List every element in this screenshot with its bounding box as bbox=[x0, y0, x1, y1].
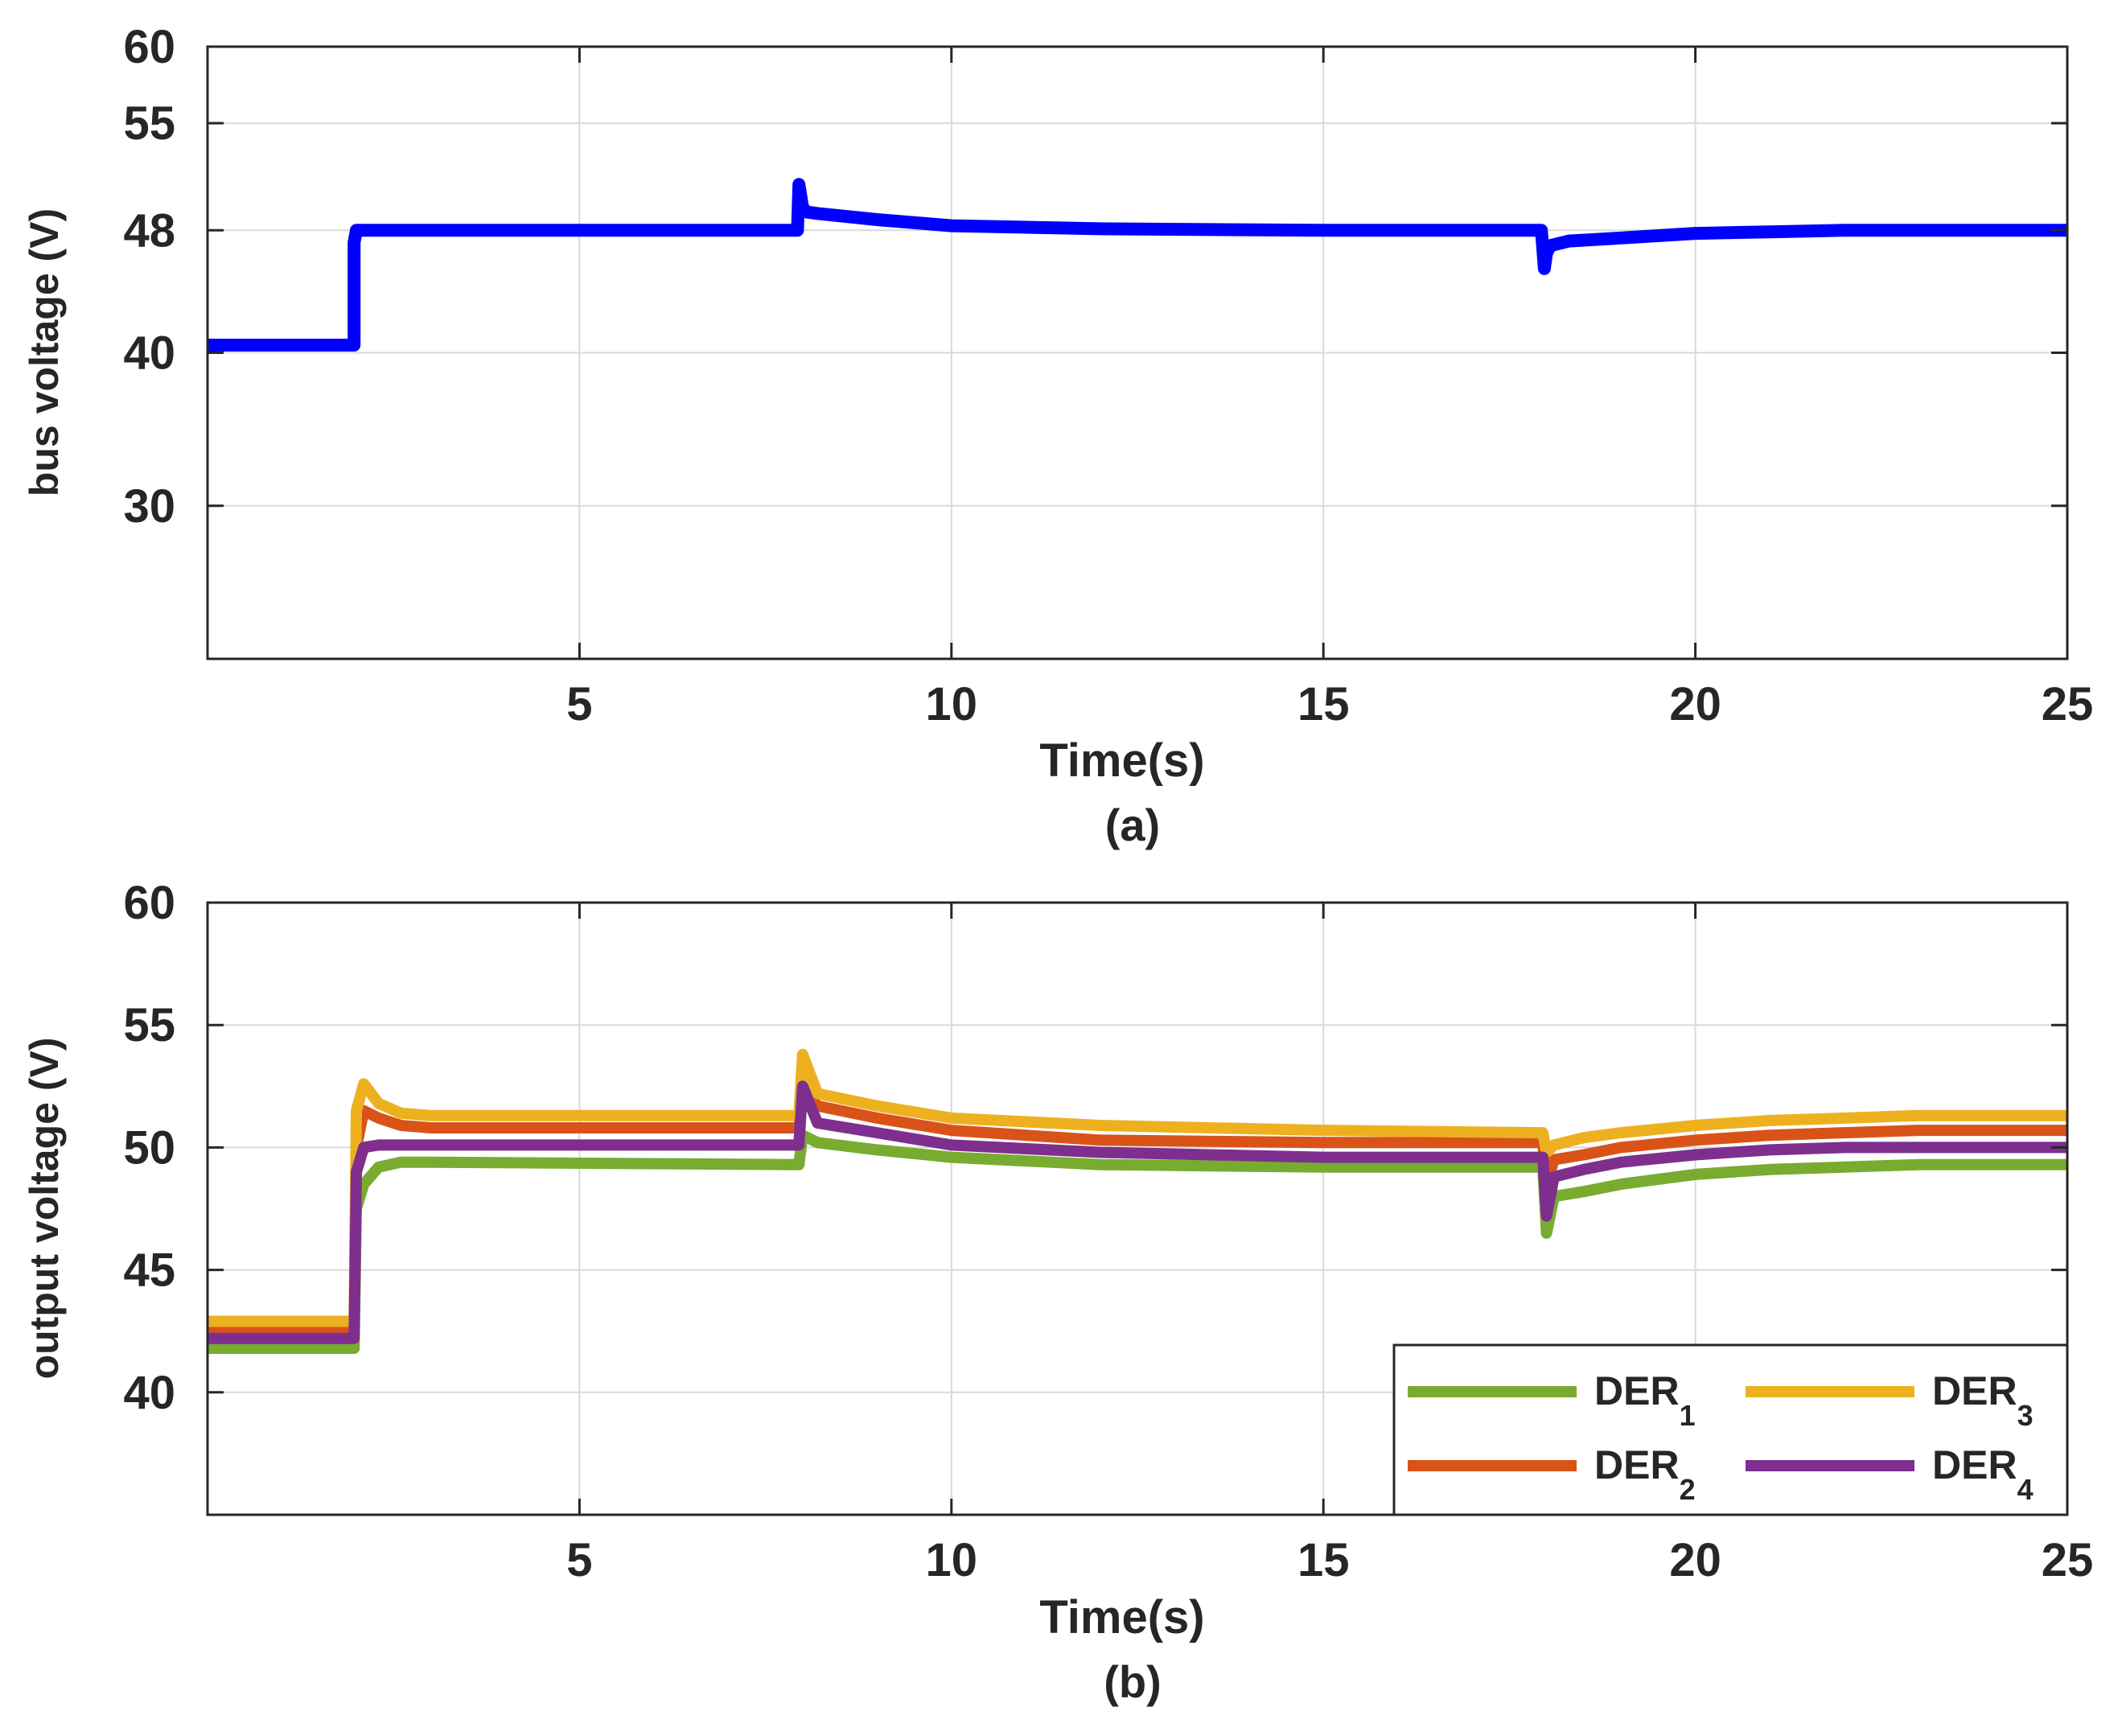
y-axis-label-b: output voltage (V) bbox=[22, 1038, 67, 1380]
panel-label-b: (b) bbox=[1104, 1656, 1162, 1707]
legend-subscript: 2 bbox=[1680, 1473, 1696, 1506]
output-voltage-chart: 5 10 15 20 25 40 45 50 55 60 Time(s) (b) output v… bbox=[22, 877, 2093, 1707]
bus-voltage-chart: 5 10 15 20 25 30 40 48 55 60 Time(s) (a) bus volt… bbox=[22, 21, 2093, 850]
legend-subscript: 1 bbox=[1680, 1399, 1696, 1432]
y-tick-label: 40 bbox=[123, 327, 175, 380]
y-tick-label: 50 bbox=[123, 1121, 175, 1174]
y-tick-label: 45 bbox=[123, 1244, 175, 1297]
x-tick-label: 5 bbox=[566, 1534, 592, 1586]
y-tick-label: 48 bbox=[123, 204, 175, 257]
x-axis-label-a: Time(s) bbox=[1039, 734, 1204, 787]
y-tick-label: 55 bbox=[123, 999, 175, 1051]
panel-label-a: (a) bbox=[1105, 800, 1160, 850]
series-line-der1 bbox=[208, 1129, 2067, 1354]
axes-frame-b bbox=[206, 901, 2069, 1516]
y-tick-label: 40 bbox=[123, 1367, 175, 1419]
x-tick-label: 15 bbox=[1297, 1534, 1350, 1586]
y-tick-label: 30 bbox=[123, 480, 175, 533]
series-line-der4 bbox=[208, 1080, 2067, 1344]
x-axis-label-b: Time(s) bbox=[1039, 1591, 1204, 1643]
x-tick-label: 20 bbox=[1669, 1534, 1721, 1586]
legend-subscript: 3 bbox=[2017, 1399, 2034, 1432]
series-line-bus-voltage bbox=[208, 178, 2067, 352]
x-tick-label: 20 bbox=[1669, 678, 1721, 730]
ticks-b: 5 10 15 20 25 40 45 50 55 60 bbox=[123, 877, 2093, 1586]
x-tick-label: 25 bbox=[2042, 678, 2094, 730]
x-tick-label: 15 bbox=[1297, 678, 1350, 730]
y-tick-label: 60 bbox=[123, 877, 175, 929]
y-tick-label: 55 bbox=[123, 97, 175, 150]
legend-box bbox=[1392, 1343, 2069, 1516]
y-axis-label-a: bus voltage (V) bbox=[22, 208, 67, 496]
series-line-der2 bbox=[208, 1080, 2067, 1335]
series-group-a bbox=[208, 178, 2067, 352]
y-tick-label: 60 bbox=[123, 21, 175, 73]
x-tick-label: 10 bbox=[926, 1534, 978, 1586]
x-tick-label: 10 bbox=[926, 678, 978, 730]
series-line-der3 bbox=[208, 1048, 2067, 1327]
legend-subscript: 4 bbox=[2017, 1473, 2034, 1506]
x-tick-label: 25 bbox=[2042, 1534, 2094, 1586]
x-tick-label: 5 bbox=[566, 678, 592, 730]
ticks-a: 5 10 15 20 25 30 40 48 55 60 bbox=[123, 21, 2093, 730]
series-group-b bbox=[208, 1048, 2067, 1354]
